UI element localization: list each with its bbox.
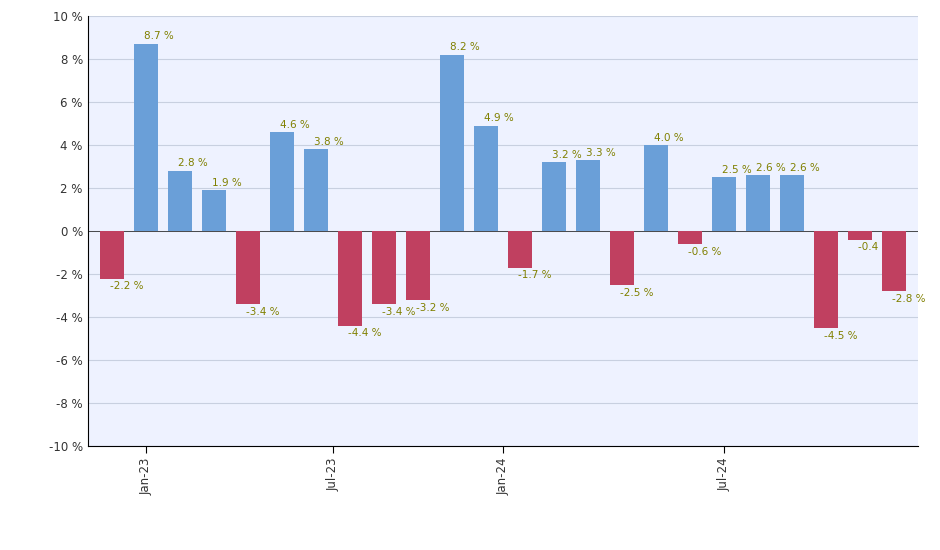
Text: -3.4 %: -3.4 % — [383, 307, 415, 317]
Text: 8.2 %: 8.2 % — [450, 42, 480, 52]
Bar — [440, 55, 464, 231]
Text: 4.6 %: 4.6 % — [280, 120, 310, 130]
Text: -4.5 %: -4.5 % — [824, 331, 858, 340]
Text: 3.8 %: 3.8 % — [315, 137, 344, 147]
Text: 2.6 %: 2.6 % — [791, 163, 820, 173]
Text: -3.2 %: -3.2 % — [416, 302, 450, 312]
Text: 3.3 %: 3.3 % — [587, 147, 616, 158]
Text: 3.2 %: 3.2 % — [553, 150, 582, 160]
Bar — [134, 44, 158, 231]
Text: -0.6 %: -0.6 % — [688, 247, 722, 257]
Bar — [780, 175, 804, 231]
Text: 1.9 %: 1.9 % — [212, 178, 243, 188]
Text: -2.8 %: -2.8 % — [892, 294, 926, 304]
Text: 8.7 %: 8.7 % — [145, 31, 174, 41]
Text: -1.7 %: -1.7 % — [518, 271, 552, 281]
Bar — [338, 231, 362, 326]
Bar — [713, 178, 736, 231]
Bar — [746, 175, 770, 231]
Text: -2.2 %: -2.2 % — [111, 281, 144, 291]
Bar — [270, 132, 294, 231]
Text: 2.8 %: 2.8 % — [179, 158, 209, 168]
Text: 4.0 %: 4.0 % — [654, 133, 684, 142]
Text: -0.4 %: -0.4 % — [858, 243, 892, 252]
Bar — [542, 162, 566, 231]
Text: -2.5 %: -2.5 % — [620, 288, 654, 298]
Text: 2.5 %: 2.5 % — [722, 165, 752, 175]
Bar — [848, 231, 872, 240]
Bar — [372, 231, 396, 304]
Bar — [305, 150, 328, 231]
Bar — [678, 231, 702, 244]
Bar — [236, 231, 260, 304]
Bar — [644, 145, 668, 231]
Bar — [576, 160, 600, 231]
Bar — [474, 126, 498, 231]
Text: 4.9 %: 4.9 % — [484, 113, 514, 123]
Bar — [814, 231, 838, 328]
Bar — [882, 231, 906, 292]
Text: -3.4 %: -3.4 % — [246, 307, 280, 317]
Text: -4.4 %: -4.4 % — [349, 328, 382, 338]
Bar — [101, 231, 124, 278]
Bar — [168, 171, 192, 231]
Bar — [202, 190, 226, 231]
Bar — [610, 231, 634, 285]
Bar — [509, 231, 532, 268]
Text: 2.6 %: 2.6 % — [757, 163, 786, 173]
Bar — [406, 231, 430, 300]
